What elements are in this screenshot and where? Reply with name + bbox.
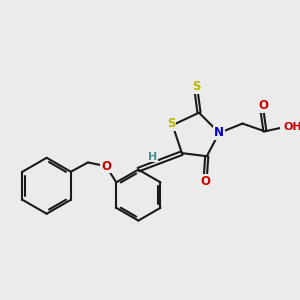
Text: N: N [214, 126, 224, 140]
Text: S: S [192, 80, 200, 93]
Text: S: S [167, 117, 175, 130]
Text: O: O [200, 175, 210, 188]
Text: O: O [258, 99, 268, 112]
Text: H: H [148, 152, 157, 162]
Text: OH: OH [284, 122, 300, 132]
Text: O: O [101, 160, 111, 173]
